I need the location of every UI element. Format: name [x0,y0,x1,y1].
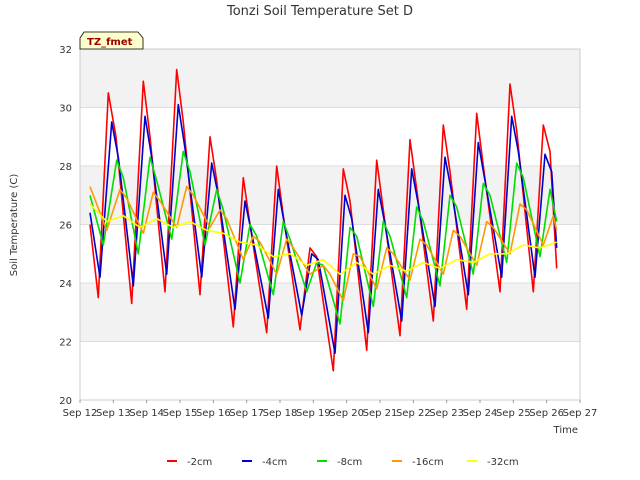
y-tick-label: 26 [59,221,72,232]
x-tick-label: Sep 26 [529,408,564,419]
plot-band [80,49,580,108]
legend: -2cm -4cm -8cm -16cm -32cm [167,457,519,468]
legend-label: -4cm [262,457,287,468]
x-axis-label: Time [553,425,578,436]
x-tick-label: Sep 23 [429,408,464,419]
x-tick-label: Sep 21 [363,408,398,419]
plot-band [80,107,580,166]
x-tick-label: Sep 16 [196,408,231,419]
y-tick-labels: 20 22 24 26 28 30 32 [59,45,72,407]
x-tick-label: Sep 14 [129,408,164,419]
plot-band [80,283,580,342]
y-tick-label: 30 [59,104,72,115]
x-tick-label: Sep 24 [463,408,498,419]
plot-band [80,166,580,225]
series-line-32cmcm [89,203,557,276]
x-tick-label: Sep 19 [296,408,331,419]
legend-label: -16cm [412,457,444,468]
y-axis-label: Soil Temperature (C) [9,174,20,277]
x-tick-label: Sep 25 [496,408,531,419]
series-line-2cmcm [89,68,558,372]
plot-border [79,48,581,401]
site-label-box: TZ_fmet [79,31,144,50]
y-tick-label: 20 [59,396,72,407]
x-tick-label: Sep 15 [163,408,198,419]
x-tick-label: Sep 13 [96,408,131,419]
series-line-4cmcm [89,103,558,355]
y-tick-label: 24 [59,279,72,290]
x-tick-label: Sep 17 [229,408,264,419]
x-tick-label: Sep 18 [263,408,298,419]
y-tick-label: 28 [59,162,72,173]
x-tick-label: Sep 12 [63,408,98,419]
x-tick-label: Sep 20 [329,408,364,419]
x-tick-label: Sep 27 [563,408,598,419]
legend-label: -2cm [187,457,212,468]
series-layer [89,68,558,372]
legend-label: -8cm [337,457,362,468]
x-tick-label: Sep 22 [396,408,431,419]
y-tick-label: 32 [59,45,72,56]
chart-title: Tonzi Soil Temperature Set D [226,4,413,19]
y-tick-label: 22 [59,338,72,349]
site-label: TZ_fmet [87,37,133,48]
series-line-16cmcm [89,185,558,302]
legend-label: -32cm [487,457,519,468]
plot-bands [80,49,580,400]
